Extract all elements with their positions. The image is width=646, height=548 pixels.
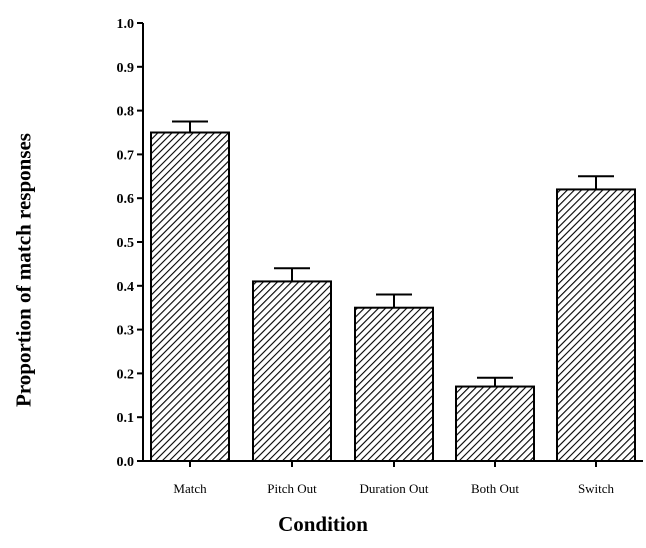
bar-pitch-out	[252, 280, 332, 463]
y-tick-label: 0.0	[117, 455, 135, 470]
x-tick-label: Both Out	[471, 481, 519, 496]
bar-match	[150, 131, 230, 462]
x-tick-labels: Match Pitch Out Duration Out Both Out Switch	[173, 461, 615, 496]
y-tick-label: 0.2	[117, 367, 135, 382]
y-axis-label: Proportion of match responses	[11, 133, 36, 407]
x-axis-label: Condition	[278, 512, 368, 536]
y-tick-label: 0.9	[117, 61, 135, 76]
y-tick-label: 0.5	[117, 236, 135, 251]
y-tick-label: 0.7	[117, 148, 135, 163]
x-tick-label: Switch	[578, 481, 615, 496]
y-tick-label: 0.6	[117, 192, 135, 207]
bar-duration-out	[354, 306, 434, 463]
y-tick-label: 0.8	[117, 105, 135, 120]
y-tick-label: 0.3	[117, 324, 135, 339]
x-tick-label: Pitch Out	[267, 481, 317, 496]
y-axis-label-wrap: Proportion of match responses	[8, 70, 40, 470]
bar-switch	[556, 188, 636, 462]
error-bars	[172, 120, 614, 387]
y-tick-label: 0.1	[117, 411, 135, 426]
y-ticks: 0.0 0.1 0.2 0.3 0.4 0.5 0.6 0.7 0.8 0.9 1.0	[117, 17, 143, 470]
x-tick-label: Match	[173, 481, 207, 496]
x-tick-label: Duration Out	[360, 481, 429, 496]
bars	[150, 131, 636, 463]
y-tick-label: 1.0	[117, 17, 135, 32]
y-tick-label: 0.4	[117, 280, 135, 295]
bar-both-out	[455, 385, 535, 463]
